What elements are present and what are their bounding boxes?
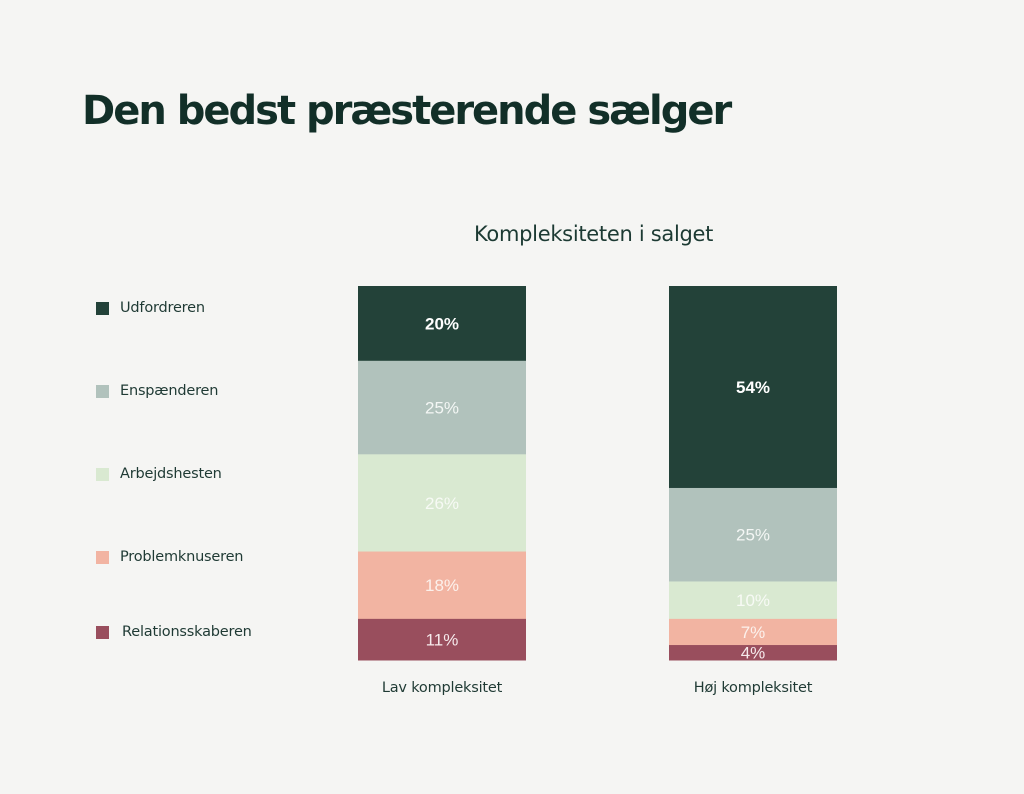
data-label: 7% <box>741 623 766 642</box>
bar-segment-relationsskaberen <box>358 618 526 661</box>
category-label: Høj kompleksitet <box>694 680 813 696</box>
chart-subtitle: Kompleksiteten i salget <box>474 222 714 246</box>
data-label: 20% <box>425 314 459 333</box>
bar-segment-problemknuseren <box>358 551 526 620</box>
data-label: 18% <box>425 576 459 595</box>
legend-label: Arbejdshesten <box>120 466 222 482</box>
legend-swatch <box>96 625 109 639</box>
legend-item-udfordreren: Udfordreren <box>96 300 205 316</box>
legend-label: Udfordreren <box>120 300 205 316</box>
legend-label: Relationsskaberen <box>122 624 252 640</box>
bar-segment-udfordreren <box>669 286 837 489</box>
legend-item-arbejdshesten: Arbejdshesten <box>96 466 222 482</box>
legend-label: Problemknuseren <box>120 549 244 565</box>
legend-swatch <box>96 301 109 315</box>
legend-label: Enspænderen <box>120 383 219 399</box>
legend-item-enspaenderen: Enspænderen <box>96 383 218 399</box>
data-label: 25% <box>736 526 770 545</box>
data-label: 54% <box>736 378 770 397</box>
data-label: 26% <box>425 494 459 513</box>
bar-lav-kompleksitet: 20% 25% 26% 18% 11% <box>358 286 526 661</box>
legend-swatch <box>96 384 109 398</box>
page-title: Den bedst præsterende sælger <box>82 88 732 134</box>
bar-segment-arbejdshesten <box>669 581 837 620</box>
data-label: 11% <box>426 630 459 649</box>
bar-h-j-kompleksitet: 54% 25% 10% 7% 4% <box>669 286 837 663</box>
bar-segment-udfordreren <box>358 286 526 362</box>
legend-swatch <box>96 467 109 481</box>
data-label: 25% <box>425 399 459 418</box>
data-label: 4% <box>741 644 766 663</box>
bar-segment-enspænderen <box>358 360 526 455</box>
legend-item-problemknuseren: Problemknuseren <box>96 549 243 565</box>
bar-segment-problemknuseren <box>669 618 837 646</box>
bar-segment-arbejdshesten <box>358 454 526 553</box>
legend-swatch <box>96 550 109 564</box>
data-label: 10% <box>736 591 770 610</box>
bar-segment-relationsskaberen <box>669 645 837 661</box>
legend-item-relationsskaberen: Relationsskaberen <box>96 624 252 640</box>
bar-segment-enspænderen <box>669 487 837 582</box>
category-label: Lav kompleksitet <box>382 680 503 696</box>
